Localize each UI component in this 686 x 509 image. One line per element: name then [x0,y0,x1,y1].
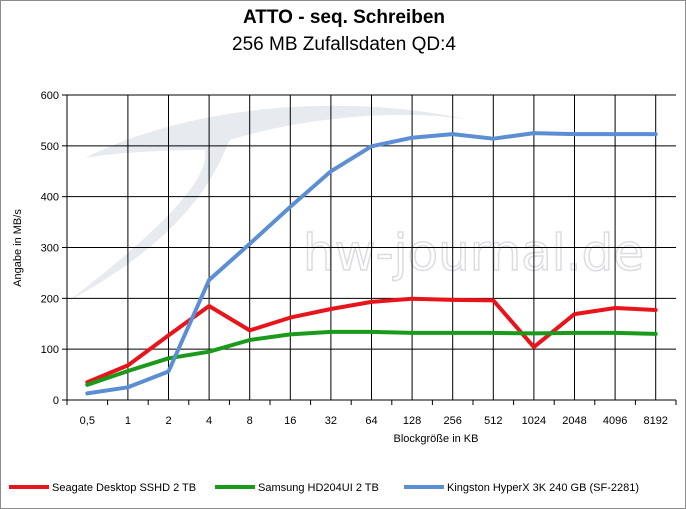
chart-title: ATTO - seq. Schreiben [242,7,445,28]
legend-label: Seagate Desktop SSHD 2 TB [52,482,196,494]
x-tick-label: 128 [403,415,421,427]
x-tick-label: 256 [444,415,462,427]
y-tick-label: 100 [41,344,59,356]
x-tick-label: 4096 [603,415,627,427]
y-tick-label: 600 [41,90,59,102]
x-tick-label: 4 [206,415,212,427]
x-tick-label: 8192 [643,415,667,427]
legend-label: Kingston HyperX 3K 240 GB (SF-2281) [447,482,639,494]
y-axis-label: Angabe in MB/s [12,209,24,287]
chart-subtitle: 256 MB Zufallsdaten QD:4 [232,34,456,55]
x-tick-labels: 0,5 1 2 4 8 16 32 64 128 256 512 1024 2048 4096 8192 [80,415,668,427]
x-tick-label: 512 [484,415,502,427]
series-line-2 [85,329,658,387]
x-tick-label: 1024 [522,415,546,427]
series-lines [85,131,658,396]
x-axis-label: Blockgröße in KB [394,433,479,445]
x-tick-label: 32 [325,415,337,427]
y-tick-label: 300 [41,243,59,255]
x-tick-label: 2048 [562,415,586,427]
legend: Seagate Desktop SSHD 2 TB Samsung HD204UI… [9,482,639,494]
x-tick-label: 8 [247,415,253,427]
x-tick-label: 0,5 [80,415,95,427]
legend-label: Samsung HD204UI 2 TB [258,482,379,494]
watermark-text: hw-journal.de [303,224,644,282]
y-tick-labels: 0 100 200 300 400 500 600 [41,90,59,407]
x-tick-label: 2 [165,415,171,427]
y-tick-label: 200 [41,293,59,305]
x-tick-label: 1 [125,415,131,427]
y-tick-label: 500 [41,141,59,153]
x-tick-label: 64 [365,415,377,427]
y-tick-label: 0 [53,395,59,407]
series-line-1 [85,296,658,385]
x-tick-label: 16 [284,415,296,427]
y-tick-label: 400 [41,192,59,204]
grid [67,94,676,401]
axes [62,94,677,405]
series-line-3 [85,131,658,396]
